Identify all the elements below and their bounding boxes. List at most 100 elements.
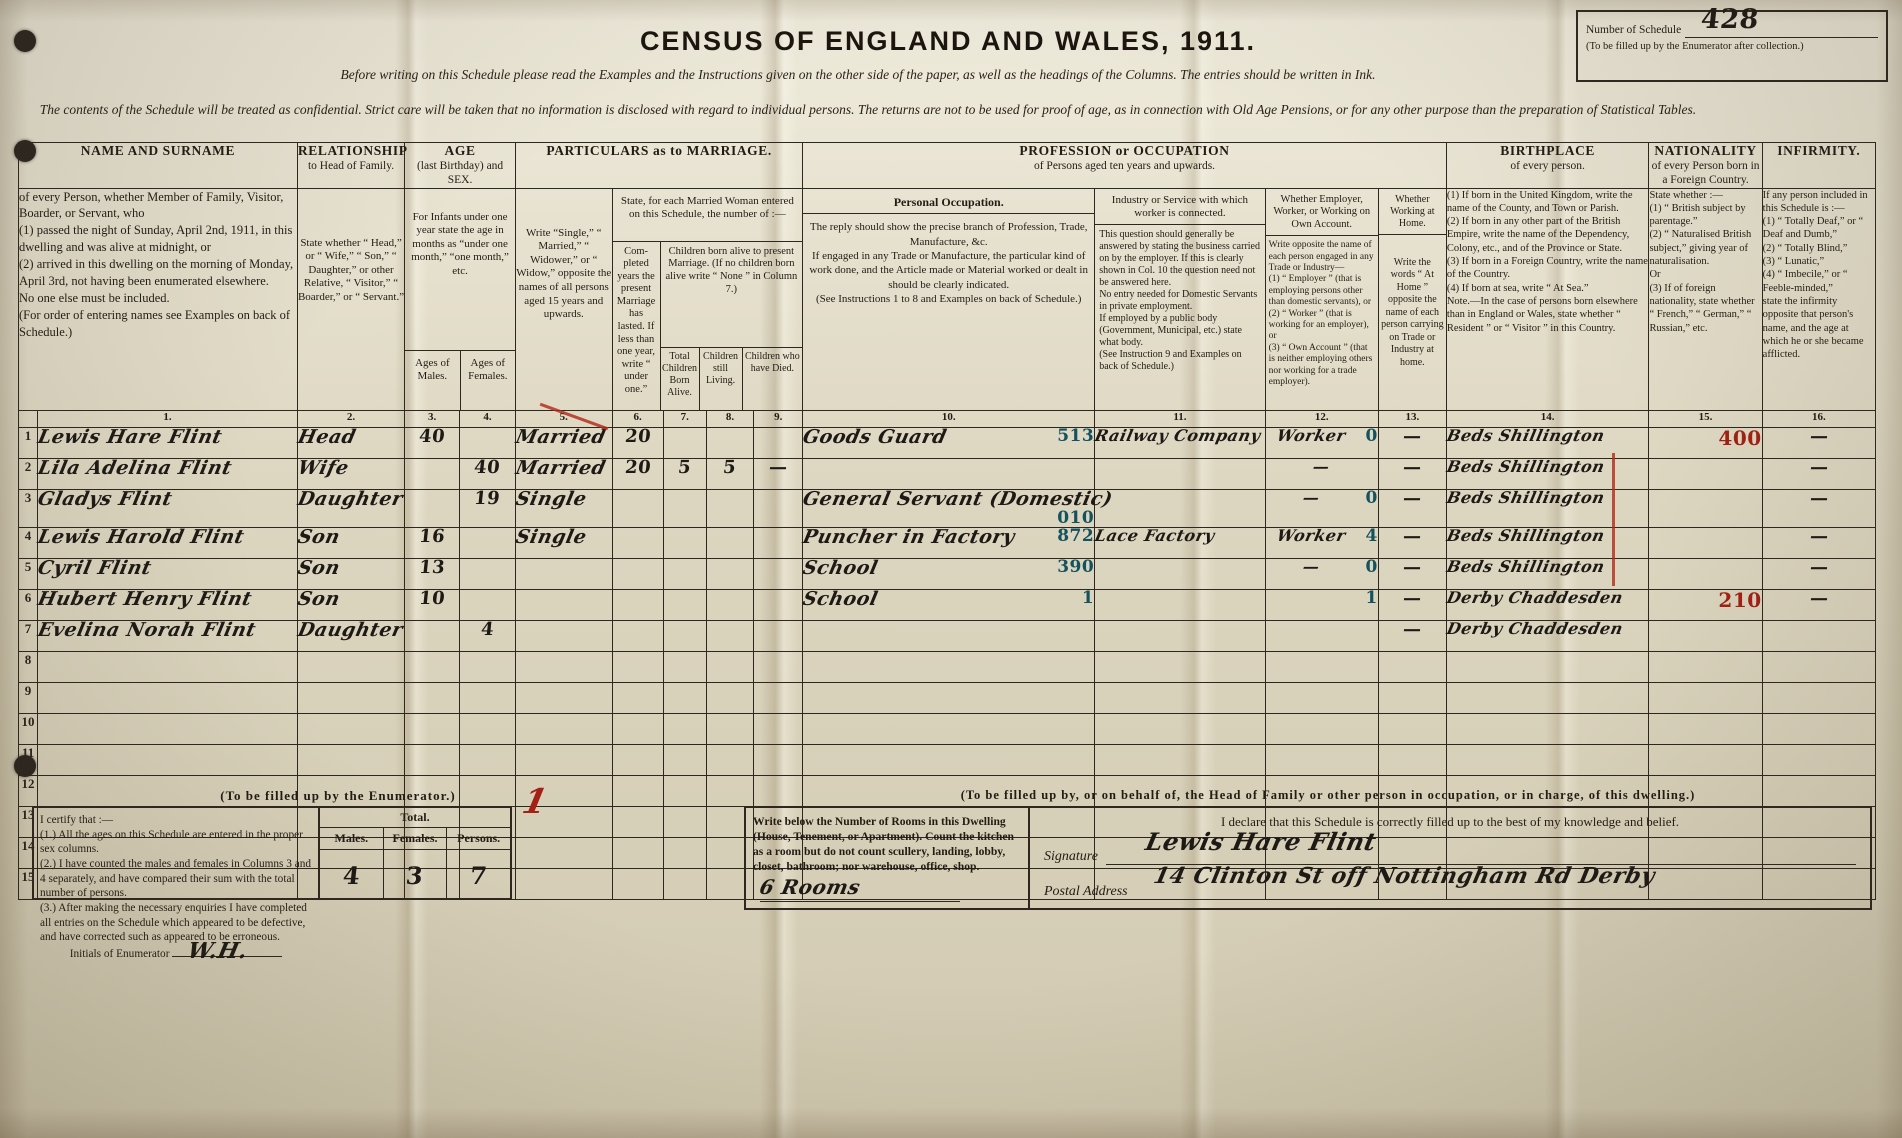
cell-name: Hubert Henry Flint — [36, 588, 298, 621]
cell-married-years — [611, 681, 664, 714]
cell-value-occupation: Goods Guard — [800, 425, 949, 448]
cell-birthplace — [1445, 836, 1650, 869]
header-age: AGE (last Birthday) and SEX. — [404, 142, 516, 189]
cell-children-died — [753, 488, 804, 528]
cell-occupation: Goods Guard 513 — [800, 425, 1096, 459]
cell-value-relationship: Son — [295, 525, 343, 548]
colnum-14: 14. — [1445, 409, 1650, 428]
instr-industry-title: Industry or Service with which worker is… — [1095, 189, 1265, 226]
cell-relationship — [296, 805, 406, 838]
cell-infirmity — [1761, 619, 1877, 652]
cell-age-male — [404, 743, 460, 776]
cell-home — [1377, 836, 1447, 869]
row-number: 2 — [17, 457, 39, 490]
table-row: 8 — [17, 650, 1877, 683]
instr-relationship: State whether “ Head,” or “ Wife,” “ Son… — [296, 187, 406, 411]
cell-employer: Worker 0 — [1264, 426, 1379, 459]
page-title: CENSUS OF ENGLAND AND WALES, 1911. — [639, 26, 1257, 56]
cell-age-male — [404, 681, 460, 714]
cell-value-occupation: General Servant (Domestic) — [800, 487, 1115, 510]
cell-infirmity — [1761, 712, 1877, 745]
table-row: 6 Hubert Henry Flint Son 10 School 1 1 — Derby C… — [17, 587, 1877, 621]
cell-industry — [1094, 712, 1266, 745]
cell-birthplace: Derby Chaddesden — [1445, 588, 1650, 621]
cell-age-female — [458, 867, 517, 900]
cell-value-name: Lewis Hare Flint — [35, 425, 225, 448]
cell-industry — [1094, 488, 1266, 528]
cell-children-living — [705, 712, 755, 745]
cell-condition — [515, 619, 613, 652]
cell-infirmity — [1761, 836, 1877, 869]
cell-children-living — [705, 774, 755, 807]
cell-employer: —0 — [1264, 488, 1379, 528]
cell-age-male: 16 — [404, 526, 460, 559]
cell-condition — [515, 681, 613, 714]
cell-home: — — [1377, 618, 1447, 652]
cell-code-occupation: 390 — [1057, 556, 1095, 577]
colnum-15: 15. — [1648, 409, 1763, 428]
cell-married-years: 20 — [611, 425, 664, 459]
instr-age: For Infants under one year state the age… — [404, 187, 516, 411]
cell-name — [37, 743, 298, 776]
cell-age-male — [404, 457, 460, 490]
cell-value-occupation: School — [800, 587, 881, 610]
cell-children-died — [753, 557, 804, 590]
cell-married-years — [611, 836, 664, 869]
cell-relationship: Son — [296, 557, 406, 590]
instr-home-title: Whether Working at Home. — [1378, 189, 1446, 235]
cell-value-age-male: 10 — [417, 587, 447, 609]
cell-age-male — [404, 650, 460, 683]
cell-name — [37, 712, 298, 745]
cell-home: — — [1377, 557, 1447, 590]
cell-nationality — [1648, 457, 1763, 490]
cell-children-died — [753, 681, 804, 714]
cell-children-living — [705, 743, 755, 776]
row-number: 1 — [17, 426, 39, 459]
cell-value-home: — — [1402, 618, 1423, 640]
cell-industry — [1094, 650, 1266, 683]
cell-occupation: Puncher in Factory 872 — [801, 526, 1096, 559]
cell-value-infirmity: — — [1808, 425, 1830, 447]
cell-age-female: 4 — [458, 619, 517, 652]
cell-infirmity — [1761, 743, 1877, 776]
cell-occupation — [802, 712, 1096, 745]
cell-value-married-years: 20 — [623, 425, 652, 447]
table-header-row-main: NAME AND SURNAME RELATIONSHIP to Head of… — [18, 142, 1877, 189]
cell-children-living: 5 — [705, 457, 755, 490]
cell-age-male: 13 — [404, 557, 460, 590]
cell-value-name: Cyril Flint — [35, 556, 154, 579]
colnum-9: 9. — [753, 409, 804, 428]
row-number: 9 — [17, 681, 39, 714]
cell-relationship: Wife — [296, 457, 406, 490]
row-number: 5 — [17, 557, 39, 590]
table-row: 2 Lila Adelina Flint Wife 40 Married 20 5 5 — — — B… — [17, 457, 1877, 490]
cell-age-female — [458, 526, 517, 559]
table-row: 9 — [17, 681, 1877, 714]
instr-age-females: Ages of Females. — [460, 349, 515, 410]
instr-age-males: Ages of Males. — [405, 349, 461, 410]
table-row: 4 Lewis Harold Flint Son 16 Single Puncher in… — [17, 525, 1877, 559]
instr-children-block: Children born alive to present Marriage.… — [665, 245, 798, 295]
cell-birthplace: Beds Shillington — [1445, 457, 1650, 490]
row-number: 11 — [17, 743, 39, 776]
cell-age-female — [458, 743, 517, 776]
row-number: 12 — [17, 774, 39, 807]
cell-married-years — [611, 526, 664, 559]
instr-employer-body: Write opposite the name of each person e… — [1268, 240, 1374, 387]
cell-home: — — [1377, 526, 1447, 559]
cell-children-died — [753, 743, 804, 776]
cell-occupation — [802, 743, 1096, 776]
cell-children-living — [705, 867, 755, 900]
cell-industry — [1094, 557, 1266, 590]
cell-employer — [1264, 743, 1379, 776]
signature-label: Signature — [1044, 849, 1098, 864]
cell-home — [1377, 681, 1447, 714]
cell-value-home: — — [1402, 487, 1423, 509]
cell-relationship: Son — [296, 588, 406, 621]
cell-occupation — [802, 650, 1096, 683]
cell-code-nationality: 400 — [1718, 425, 1762, 450]
cell-age-female — [458, 712, 517, 745]
cell-age-male — [404, 619, 460, 652]
cell-relationship — [296, 836, 406, 869]
